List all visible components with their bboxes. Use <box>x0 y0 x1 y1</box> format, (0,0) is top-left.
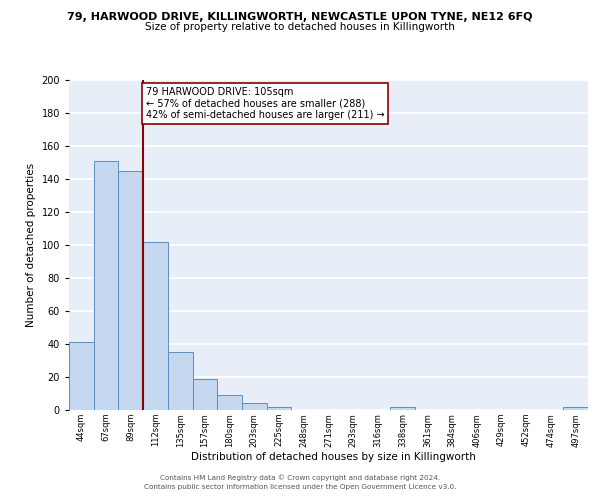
Y-axis label: Number of detached properties: Number of detached properties <box>26 163 36 327</box>
Text: 79, HARWOOD DRIVE, KILLINGWORTH, NEWCASTLE UPON TYNE, NE12 6FQ: 79, HARWOOD DRIVE, KILLINGWORTH, NEWCAST… <box>67 12 533 22</box>
Bar <box>193 378 217 410</box>
Bar <box>143 242 168 410</box>
Bar <box>267 406 292 410</box>
Text: Contains HM Land Registry data © Crown copyright and database right 2024.: Contains HM Land Registry data © Crown c… <box>160 474 440 481</box>
Bar <box>94 161 118 410</box>
Bar <box>563 406 588 410</box>
Bar <box>168 352 193 410</box>
Bar <box>390 406 415 410</box>
Bar <box>69 342 94 410</box>
Text: Distribution of detached houses by size in Killingworth: Distribution of detached houses by size … <box>191 452 475 462</box>
Text: Size of property relative to detached houses in Killingworth: Size of property relative to detached ho… <box>145 22 455 32</box>
Text: Contains public sector information licensed under the Open Government Licence v3: Contains public sector information licen… <box>144 484 456 490</box>
Bar <box>118 170 143 410</box>
Bar <box>242 404 267 410</box>
Bar <box>217 395 242 410</box>
Text: 79 HARWOOD DRIVE: 105sqm
← 57% of detached houses are smaller (288)
42% of semi-: 79 HARWOOD DRIVE: 105sqm ← 57% of detach… <box>146 86 384 120</box>
